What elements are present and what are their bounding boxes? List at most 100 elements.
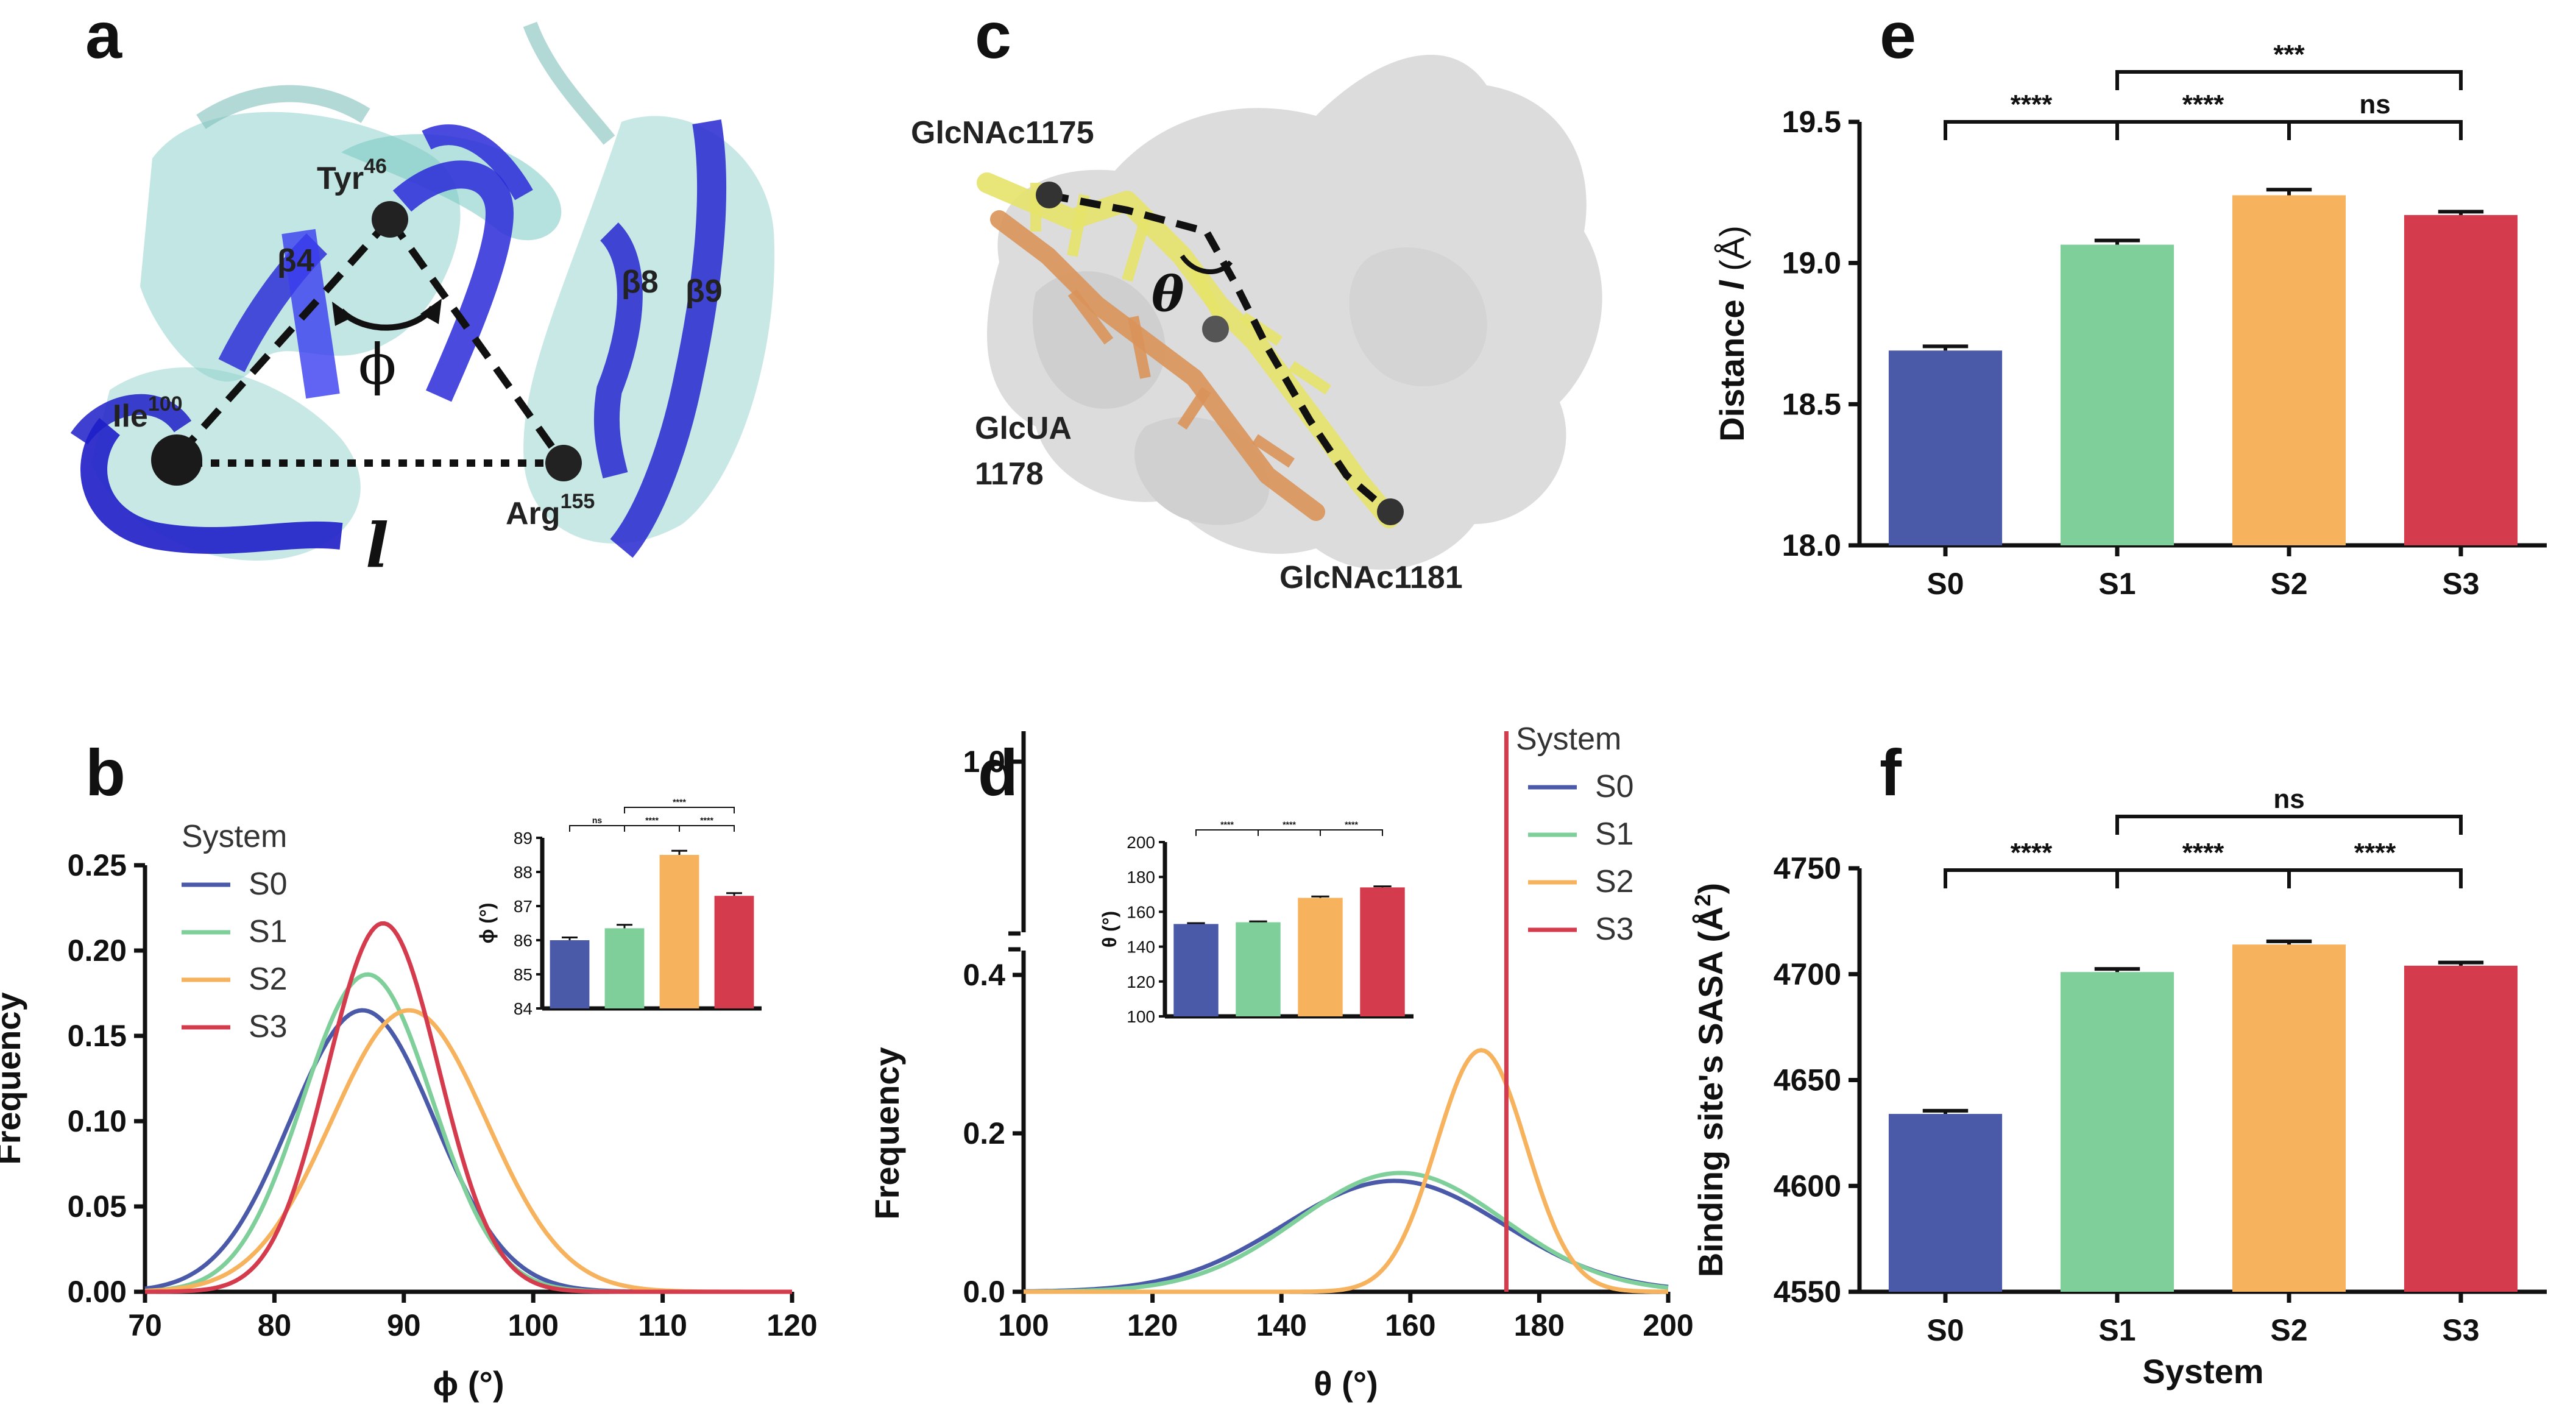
- legend-title: System: [1516, 721, 1621, 757]
- y-tick-label: 0.25: [68, 848, 127, 882]
- y-axis-label: Frequency: [868, 1047, 906, 1219]
- inset-significance-bracket: [624, 825, 680, 832]
- arg-label: Arg155: [506, 490, 595, 531]
- inset-y-tick-label: 89: [514, 829, 533, 848]
- significance-bracket: [1944, 120, 2119, 140]
- inset-bar-s3: [714, 896, 754, 1008]
- inset-significance-bracket: [1320, 829, 1383, 836]
- y-tick-label: 0.15: [68, 1019, 127, 1053]
- bar-s2: [2232, 195, 2346, 545]
- significance-label: ****: [2182, 90, 2224, 119]
- glcnac1175-label: GlcNAc1175: [911, 115, 1094, 151]
- y-tick-label: 18.5: [1782, 387, 1841, 421]
- y-tick-label: 4550: [1774, 1275, 1841, 1309]
- inset-y-tick-label: 160: [1127, 902, 1155, 921]
- x-tick-label: S1: [2098, 1313, 2135, 1347]
- significance-bracket: [2115, 868, 2291, 888]
- series-line-s0: [1023, 1178, 1669, 1294]
- tyr-label: Tyr46: [317, 155, 387, 196]
- bar-s3: [2404, 214, 2518, 545]
- panel-c-letter: c: [975, 0, 1011, 72]
- inset-bar-s1: [1236, 922, 1281, 1016]
- inset-y-tick-label: 180: [1127, 868, 1155, 887]
- series-line-s0: [144, 1008, 792, 1294]
- x-tick-label: 110: [638, 1308, 687, 1342]
- bar-s1: [2060, 972, 2174, 1292]
- inset-y-axis-label: ϕ (°): [476, 903, 498, 944]
- inset-bar-s1: [604, 928, 645, 1008]
- x-tick-label: 90: [387, 1308, 421, 1342]
- bar-s1: [2060, 244, 2174, 545]
- y-tick-label: 0.00: [68, 1275, 127, 1309]
- inset-significance-label: ****: [700, 815, 713, 825]
- inset-bar-s0: [1173, 924, 1219, 1016]
- x-tick-label: S2: [2270, 1313, 2307, 1347]
- legend-label-s0: S0: [249, 866, 288, 902]
- inset-y-tick-label: 100: [1127, 1007, 1155, 1026]
- legend-label-s0: S0: [1595, 769, 1634, 804]
- series-line-s2: [144, 1008, 792, 1294]
- inset-bar-s3: [1360, 887, 1405, 1016]
- inset-y-tick-label: 140: [1127, 938, 1155, 957]
- significance-label: ns: [2273, 784, 2304, 814]
- y-tick-label: 18.0: [1782, 528, 1841, 562]
- significance-label: ****: [2011, 90, 2053, 119]
- legend-label-s2: S2: [249, 962, 288, 997]
- inset-y-tick-label: 88: [514, 863, 533, 882]
- bar-s0: [1888, 350, 2003, 545]
- series-line-s1: [1023, 1171, 1669, 1294]
- inset-y-tick-label: 120: [1127, 972, 1155, 991]
- inset-significance-bracket: [1258, 829, 1321, 836]
- y-axis-label: Distance l (Å): [1713, 225, 1751, 442]
- x-tick-label: 120: [1127, 1308, 1178, 1342]
- y-tick-label: 4600: [1774, 1169, 1841, 1203]
- y-tick-label: 4750: [1774, 851, 1841, 885]
- panel-e-distance-bar-chart: 18.0 18.5 19.0 19.5 S0 S1 S2 S3 **** **** ns *** Dis…: [1713, 40, 2547, 601]
- x-axis-label: ϕ (°): [433, 1364, 504, 1403]
- significance-label: ****: [2354, 838, 2396, 868]
- y-axis-label: Frequency: [0, 992, 27, 1164]
- legend-label-s3: S3: [249, 1009, 288, 1044]
- x-tick-label: S0: [1927, 1313, 1964, 1347]
- distance-l-label: l: [366, 509, 389, 581]
- panel-f-sasa-bar-chart: 4550 4600 4650 4700 4750 S0 S1 S2 S3 **** **** ****…: [1690, 784, 2547, 1390]
- significance-bracket: [2115, 120, 2291, 140]
- y-tick-label: 0.0: [963, 1275, 1005, 1309]
- panel-d-theta-distribution-chart: 100 120 140 160 180 200 0.0 0.2 0.4 1.0 System S0 S1…: [868, 721, 1694, 1403]
- significance-label: ****: [2011, 838, 2053, 868]
- inset-y-tick-label: 84: [514, 999, 533, 1018]
- y-tick-label: 0.10: [68, 1104, 127, 1138]
- inset-significance-bracket: [679, 825, 735, 832]
- ile-label: Ile100: [113, 392, 183, 434]
- series-line-s2: [1024, 1047, 1668, 1294]
- panel-a-letter: a: [85, 0, 122, 72]
- series-line-s3: [145, 921, 792, 1294]
- x-tick-label: 120: [766, 1308, 817, 1342]
- x-tick-label: 140: [1256, 1308, 1306, 1342]
- inset-significance-label: ****: [1220, 820, 1234, 829]
- y-tick-label: 0.2: [963, 1116, 1005, 1150]
- inset-significance-label: ****: [673, 797, 686, 807]
- x-tick-label: S2: [2270, 567, 2307, 601]
- inset-significance-bracket: [624, 807, 735, 813]
- panel-f-letter: f: [1880, 735, 1902, 809]
- x-tick-label: 70: [128, 1308, 162, 1342]
- x-tick-label: 100: [508, 1308, 558, 1342]
- panel-a-protein-structure: a Tyr46 Ile100 Ar: [70, 0, 775, 581]
- significance-label: ***: [2273, 40, 2305, 69]
- significance-bracket: [1944, 868, 2119, 888]
- glcua-label: GlcUA: [975, 411, 1072, 446]
- y-tick-label: 19.5: [1782, 105, 1841, 139]
- significance-bracket: [2287, 868, 2463, 888]
- significance-label: ****: [2182, 838, 2224, 868]
- y-tick-label: 19.0: [1782, 246, 1841, 280]
- y-tick-label: 0.05: [68, 1189, 127, 1224]
- x-tick-label: S0: [1927, 567, 1964, 601]
- inset-y-tick-label: 85: [514, 965, 533, 984]
- legend-label-s2: S2: [1595, 864, 1634, 899]
- inset-significance-bracket: [1195, 829, 1259, 836]
- series-line-s1: [144, 972, 792, 1294]
- y-axis-label: Binding site's SASA (Å2): [1690, 883, 1730, 1277]
- inset-significance-bracket: [569, 825, 625, 832]
- inset-y-axis-label: θ (°): [1099, 911, 1120, 948]
